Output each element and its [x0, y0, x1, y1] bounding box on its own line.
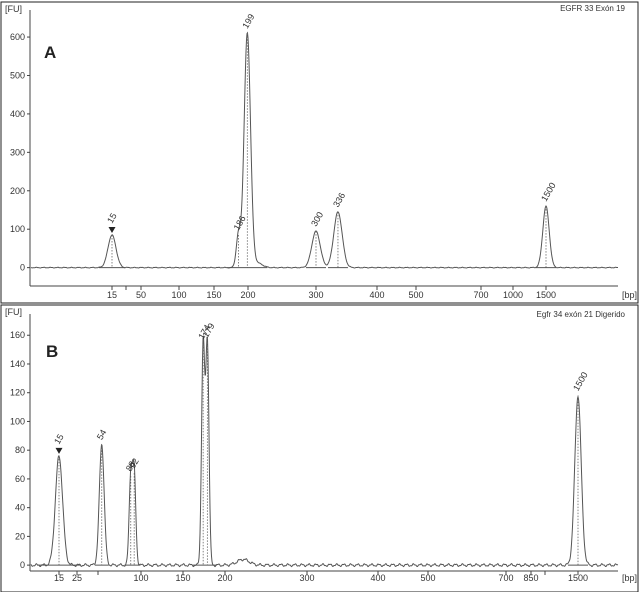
peak-label: 54: [95, 428, 109, 442]
x-tick-label: 1000: [503, 290, 523, 300]
x-tick-label: 700: [498, 573, 513, 583]
y-tick-label: 0: [20, 560, 25, 570]
x-tick-label: 400: [370, 573, 385, 583]
x-tick-label: 300: [299, 573, 314, 583]
panel-a: [FU] [bp] EGFR 33 Exón 19 A 0 100 200 300 400 500…: [0, 1, 639, 304]
x-tick-label: 300: [308, 290, 323, 300]
peak-label: 15: [52, 432, 66, 446]
panel-letter: B: [46, 342, 58, 361]
y-tick-label: 20: [15, 531, 25, 541]
y-tick-label: 120: [10, 388, 25, 398]
x-tick-label: 200: [217, 573, 232, 583]
y-tick-label: 80: [15, 445, 25, 455]
panel-b: [FU] [bp] Egfr 34 exón 21 Digerido B 0 20 40 60…: [0, 304, 639, 592]
x-tick-label: 100: [133, 573, 148, 583]
y-tick-label: 100: [10, 224, 25, 234]
lower-marker-triangle: [55, 447, 63, 454]
x-tick-label: 850: [523, 573, 538, 583]
lower-marker-triangle: [108, 226, 116, 233]
y-tick-label: 140: [10, 359, 25, 369]
y-tick-label: 500: [10, 70, 25, 80]
y-axis-unit-label: [FU]: [5, 307, 22, 317]
peak-label: 15: [105, 211, 119, 225]
sample-title: EGFR 33 Exón 19: [560, 4, 625, 13]
x-tick-label: 50: [136, 290, 146, 300]
x-tick-label: 500: [408, 290, 423, 300]
x-tick-label: 1500: [568, 573, 588, 583]
x-tick-label: 500: [420, 573, 435, 583]
x-tick-label: 15: [54, 573, 64, 583]
x-axis-unit-label: [bp]: [622, 290, 637, 300]
y-axis-unit-label: [FU]: [5, 4, 22, 14]
y-tick-label: 200: [10, 186, 25, 196]
signal-trace: [30, 31, 618, 269]
peak-label: 92: [127, 456, 141, 470]
y-tick-label: 60: [15, 474, 25, 484]
x-tick-label: 700: [473, 290, 488, 300]
x-tick-label: 150: [206, 290, 221, 300]
y-tick-label: 600: [10, 32, 25, 42]
x-tick-label: 150: [175, 573, 190, 583]
y-tick-label: 40: [15, 503, 25, 513]
x-axis-unit-label: [bp]: [622, 573, 637, 583]
y-tick-label: 0: [20, 263, 25, 273]
y-tick-label: 300: [10, 147, 25, 157]
sample-title: Egfr 34 exón 21 Digerido: [537, 310, 626, 319]
x-tick-label: 15: [107, 290, 117, 300]
x-tick-label: 400: [369, 290, 384, 300]
x-tick-label: 100: [171, 290, 186, 300]
panel-frame: [0, 1, 639, 304]
peak-label: 88: [124, 459, 138, 473]
y-tick-label: 160: [10, 330, 25, 340]
y-tick-label: 400: [10, 109, 25, 119]
y-tick-label: 100: [10, 416, 25, 426]
panel-frame: [0, 304, 639, 592]
panel-letter: A: [44, 43, 56, 62]
x-tick-label: 200: [240, 290, 255, 300]
x-tick-label: 25: [72, 573, 82, 583]
signal-trace: [30, 335, 619, 568]
x-tick-label: 1500: [536, 290, 556, 300]
